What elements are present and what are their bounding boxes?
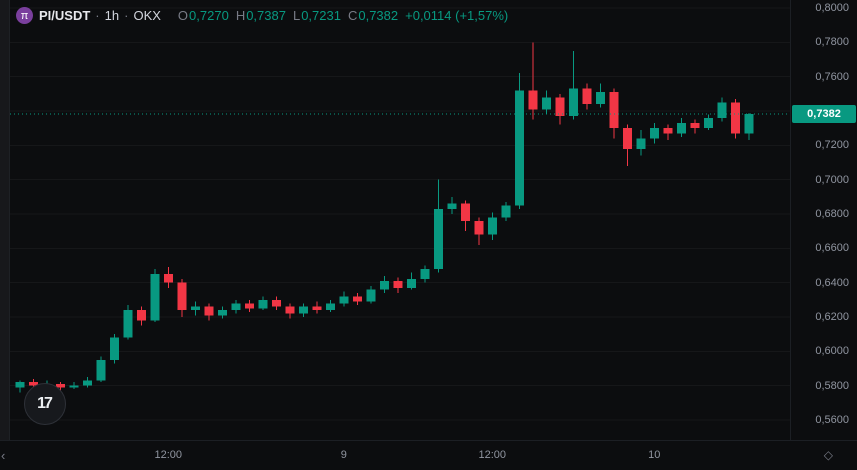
scale-settings-icon[interactable]: ◇ (823, 448, 833, 462)
close-value: 0,7382 (358, 8, 399, 23)
price-tick-label: 0,5800 (815, 379, 849, 392)
price-tick-label: 0,6800 (815, 208, 849, 220)
symbol-name[interactable]: PI/USDT (39, 8, 91, 23)
scroll-left-icon[interactable]: ‹ (1, 448, 6, 463)
ohlc-readout: O 0,7270 H 0,7387 L 0,7231 C 0,7382 +0,0… (171, 8, 508, 23)
time-tick-label: 12:00 (154, 449, 183, 461)
time-axis[interactable]: ‹ ◇ 12:00 9 12:00 10 (0, 440, 857, 470)
time-tick-label: 9 (340, 449, 347, 461)
close-label: C (347, 8, 358, 23)
legend-separator: · (124, 8, 129, 23)
price-tick-label: 0,6200 (815, 311, 849, 323)
low-value: 0,7231 (301, 8, 341, 23)
pi-coin-icon: π (16, 7, 33, 24)
price-axis[interactable]: 0,5600 0,5800 0,6000 0,6200 0,6400 0,6600 0,68… (790, 0, 857, 440)
candlestick-chart[interactable] (10, 0, 790, 440)
time-tick-label: 12:00 (478, 449, 507, 461)
low-label: L (292, 8, 301, 23)
high-value: 0,7387 (246, 8, 286, 23)
price-tick-label: 0,5600 (815, 414, 849, 426)
open-value: 0,7270 (189, 8, 229, 23)
price-tick-label: 0,8000 (815, 2, 849, 14)
last-price-badge: 0,7382 (792, 105, 856, 124)
open-label: O (177, 8, 189, 23)
legend-separator: · (95, 8, 100, 23)
high-label: H (235, 8, 246, 23)
price-tick-label: 0,7200 (815, 139, 849, 152)
interval-label[interactable]: 1h (104, 8, 120, 23)
change-value: +0,0114 (+1,57%) (405, 8, 509, 23)
price-tick-label: 0,6400 (815, 276, 849, 289)
price-tick-label: 0,7600 (815, 70, 849, 83)
left-panel-edge[interactable] (0, 0, 10, 470)
price-tick-label: 0,7800 (815, 36, 849, 49)
price-tick-label: 0,6000 (815, 345, 849, 358)
symbol-legend: π PI/USDT · 1h · OKX O 0,7270 H 0,7387 L… (16, 7, 508, 24)
price-tick-label: 0,7000 (815, 173, 849, 186)
price-tick-label: 0,6600 (815, 242, 849, 255)
exchange-label[interactable]: OKX (133, 8, 161, 23)
tradingview-logo-glyph: 17 (37, 395, 53, 412)
tradingview-logo[interactable]: 17 (24, 383, 66, 425)
time-tick-label: 10 (648, 449, 661, 461)
